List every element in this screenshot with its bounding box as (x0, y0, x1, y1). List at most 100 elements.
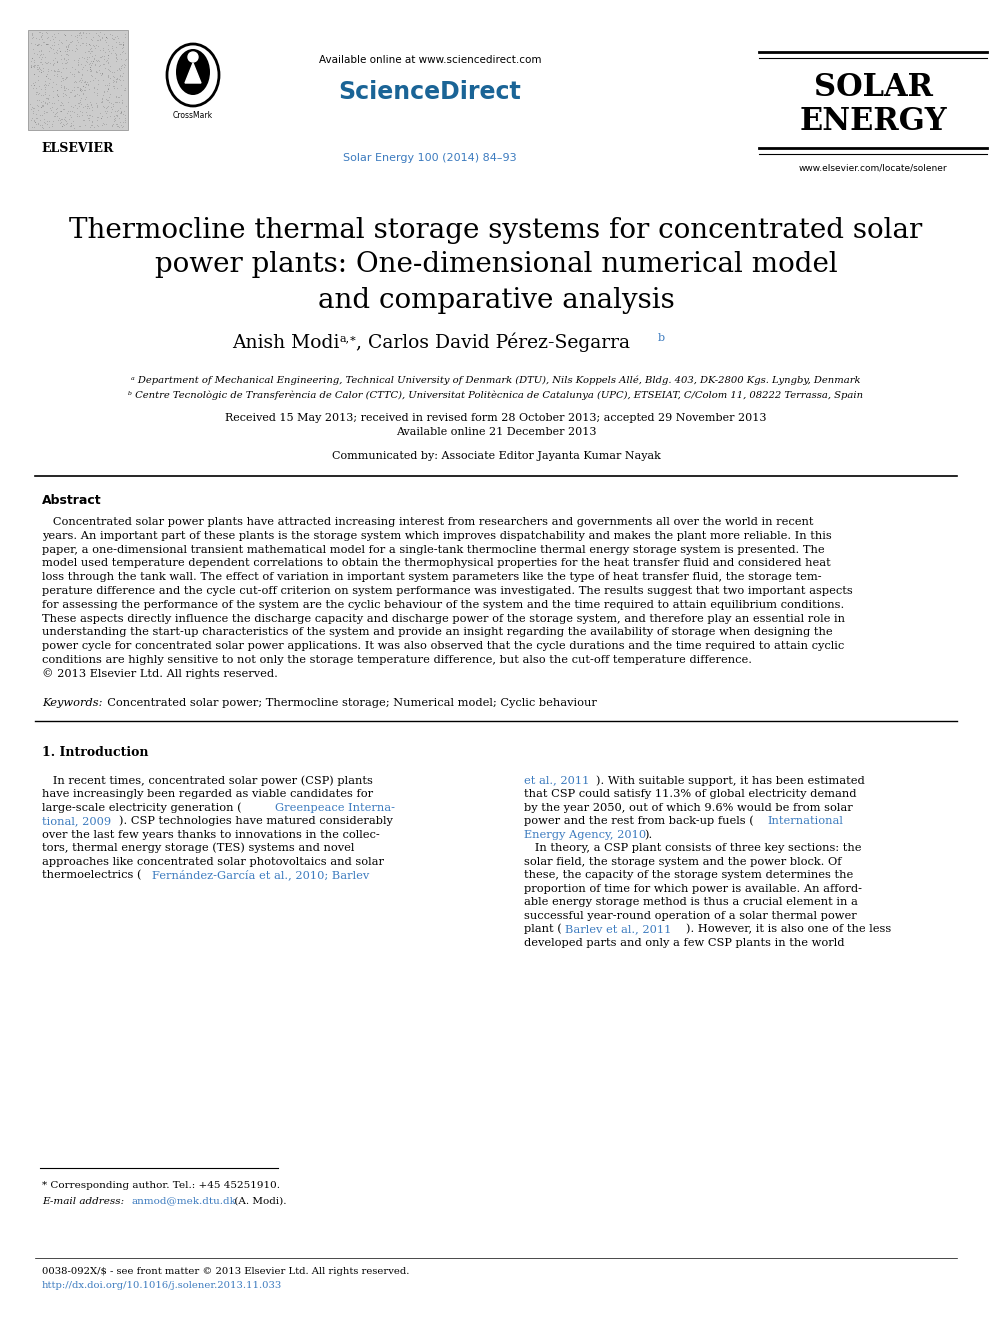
Point (47, 34, 62, 56)
Point (69, 52, 85, 73)
Point (62, 38, 77, 60)
Point (53, 108, 68, 130)
Point (99, 78, 115, 99)
Point (44, 93, 60, 114)
Point (108, 85, 124, 106)
Point (103, 42, 119, 64)
Point (107, 91, 123, 112)
Point (78, 50, 94, 71)
Text: b: b (658, 333, 665, 343)
Point (89, 114, 105, 135)
Point (65, 97, 81, 118)
Point (110, 87, 126, 108)
Text: www.elsevier.com/locate/solener: www.elsevier.com/locate/solener (799, 164, 947, 172)
Point (23, 57, 39, 78)
Point (87, 37, 103, 58)
Point (109, 49, 125, 70)
Point (99, 49, 115, 70)
Point (80, 105, 96, 126)
Point (49, 79, 64, 101)
Point (106, 106, 122, 127)
Text: Available online 21 December 2013: Available online 21 December 2013 (396, 427, 596, 437)
Text: developed parts and only a few CSP plants in the world: developed parts and only a few CSP plant… (524, 938, 844, 947)
Point (34, 91, 50, 112)
Point (38, 66, 54, 87)
Point (85, 70, 101, 91)
Point (117, 111, 133, 132)
Point (111, 91, 127, 112)
Point (96, 82, 112, 103)
Point (46, 81, 62, 102)
Point (30, 112, 46, 134)
Point (91, 60, 107, 81)
Point (39, 94, 55, 115)
Point (99, 34, 115, 56)
Text: Greenpeace Interna-: Greenpeace Interna- (275, 803, 395, 812)
Point (90, 115, 106, 136)
Point (57, 40, 72, 61)
Point (92, 102, 108, 123)
Point (89, 94, 105, 115)
Point (83, 28, 99, 49)
Point (35, 46, 51, 67)
Point (113, 49, 129, 70)
Point (109, 106, 125, 127)
Point (35, 85, 51, 106)
Point (72, 89, 88, 110)
Point (58, 44, 73, 65)
Point (85, 36, 101, 57)
Point (111, 57, 127, 78)
Point (31, 70, 47, 91)
Point (71, 93, 87, 114)
Point (106, 77, 122, 98)
Point (90, 24, 106, 45)
Point (52, 112, 67, 134)
Point (26, 110, 42, 131)
Text: model used temperature dependent correlations to obtain the thermophysical prope: model used temperature dependent correla… (42, 558, 830, 569)
Point (31, 41, 47, 62)
Point (89, 79, 105, 101)
Point (58, 25, 73, 46)
Point (115, 70, 131, 91)
Point (40, 52, 56, 73)
Point (47, 103, 62, 124)
Point (103, 102, 119, 123)
Point (63, 95, 79, 116)
Point (28, 28, 44, 49)
Point (66, 77, 82, 98)
Point (93, 107, 109, 128)
Point (33, 85, 49, 106)
Point (88, 34, 104, 56)
Point (49, 50, 64, 71)
Point (90, 25, 106, 46)
Point (30, 54, 46, 75)
Point (74, 79, 90, 101)
Point (66, 85, 82, 106)
Point (116, 79, 132, 101)
Point (59, 110, 74, 131)
Point (42, 85, 58, 106)
Point (75, 75, 91, 97)
Point (99, 101, 115, 122)
Point (94, 91, 110, 112)
Point (89, 107, 105, 128)
Point (81, 105, 97, 126)
Point (57, 78, 72, 99)
Point (44, 114, 60, 135)
Text: over the last few years thanks to innovations in the collec-: over the last few years thanks to innova… (42, 830, 380, 840)
Point (59, 53, 74, 74)
Point (93, 65, 109, 86)
Text: In recent times, concentrated solar power (CSP) plants: In recent times, concentrated solar powe… (42, 775, 373, 786)
Point (35, 58, 51, 79)
Point (93, 46, 109, 67)
Point (24, 48, 40, 69)
Point (98, 81, 114, 102)
Point (27, 64, 43, 85)
Point (70, 30, 86, 52)
Point (77, 70, 93, 91)
Text: Anish Modi: Anish Modi (232, 333, 339, 352)
Point (53, 45, 68, 66)
Point (76, 77, 92, 98)
Point (89, 97, 105, 118)
Point (63, 112, 79, 134)
